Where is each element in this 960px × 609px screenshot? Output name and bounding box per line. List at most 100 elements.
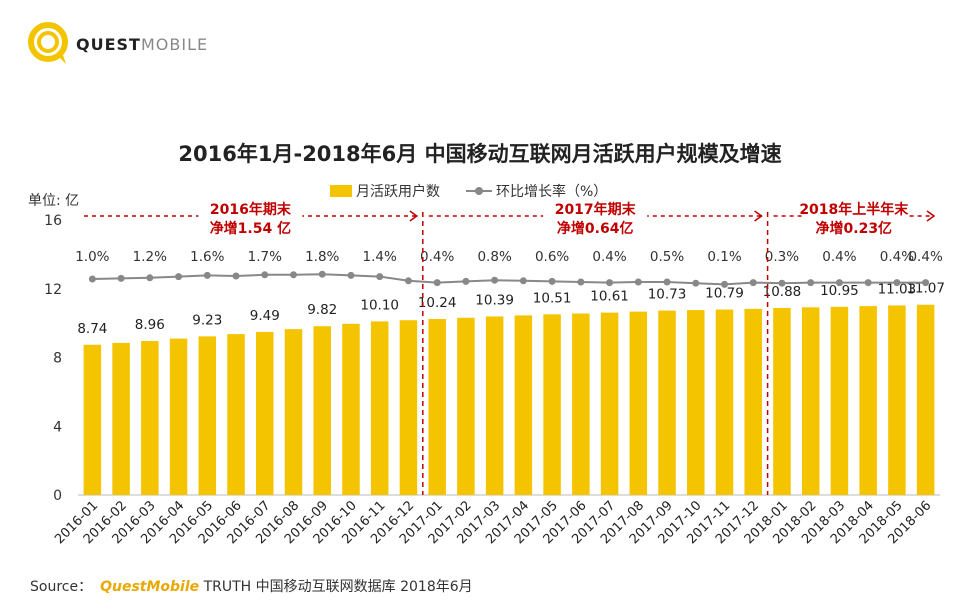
growth-rate-point [864, 279, 872, 287]
chart-legend: 月活跃用户数 环比增长率（%） [330, 181, 607, 201]
growth-rate-label: 1.2% [133, 249, 167, 265]
growth-rate-point [778, 279, 786, 287]
growth-rate-point [835, 279, 843, 287]
arrow-head-icon [926, 210, 936, 222]
growth-rate-label: 1.0% [75, 249, 109, 265]
source-rest: TRUTH 中国移动互联网数据库 2018年6月 [199, 579, 473, 595]
bar-value-label: 10.24 [418, 295, 457, 311]
growth-rate-point [749, 279, 757, 287]
bar [600, 312, 619, 495]
bar-value-label: 10.88 [763, 284, 802, 300]
bar-value-label: 10.10 [360, 297, 399, 313]
bar [744, 308, 762, 495]
bar-value-label: 10.73 [648, 287, 687, 303]
growth-rate-label: 0.4% [822, 249, 856, 265]
bar-value-label: 8.96 [135, 317, 165, 333]
legend-bar-label: 月活跃用户数 [356, 184, 440, 200]
annotation-background [801, 199, 906, 237]
bar [284, 329, 303, 495]
bar [514, 315, 533, 495]
growth-rate-point [175, 273, 183, 281]
brand-logo [26, 20, 236, 70]
bar [457, 317, 475, 495]
bar-value-label: 10.79 [705, 286, 744, 302]
growth-rate-point [347, 271, 355, 279]
growth-rate-point [261, 271, 269, 279]
bar [801, 307, 820, 495]
growth-rate-label: 1.8% [305, 249, 339, 265]
logo-light: MOBILE [140, 35, 209, 54]
growth-rate-point [634, 278, 642, 286]
legend-line-swatch [466, 187, 492, 195]
growth-rate-point [146, 274, 154, 282]
bar [399, 320, 418, 495]
questmobile-logo-icon [28, 22, 68, 64]
annotation-title: 2016年期末 [210, 201, 292, 218]
annotation-net-increase: 净增0.23亿 [816, 220, 893, 237]
bar [256, 331, 274, 495]
bar-value-label: 11.03 [878, 281, 917, 297]
bar [313, 326, 331, 495]
annotation-net-increase: 净增0.64亿 [557, 220, 634, 237]
bar [916, 304, 935, 495]
annotation-background [543, 199, 648, 237]
growth-rate-point [577, 278, 585, 286]
growth-rate-label: 0.4% [908, 249, 942, 265]
growth-rate-label: 0.8% [477, 249, 511, 265]
growth-rate-point [376, 273, 384, 281]
bar [370, 321, 389, 495]
growth-rate-label: 0.3% [765, 249, 799, 265]
y-tick-label: 4 [53, 419, 62, 435]
growth-rate-point [117, 274, 125, 282]
bar-value-label: 10.61 [590, 289, 629, 305]
bar-value-label: 9.82 [307, 302, 337, 318]
arrow-head-icon [409, 210, 419, 222]
growth-rate-label: 0.4% [880, 249, 914, 265]
bar [428, 319, 446, 495]
logo-wordmark: QUESTMOBILE [76, 35, 208, 54]
chart-title: 2016年1月-2018年6月 中国移动互联网月活跃用户规模及增速 [178, 142, 782, 166]
growth-rate-point [290, 271, 297, 279]
growth-rate-label: 0.5% [650, 249, 684, 265]
growth-rate-point [922, 279, 930, 287]
growth-rate-point [404, 277, 412, 285]
bar [715, 309, 734, 495]
annotation-title: 2017年期末 [555, 201, 637, 218]
bar [198, 336, 217, 495]
growth-rate-line [92, 273, 926, 286]
bar [859, 306, 877, 495]
bar-value-label: 8.74 [77, 321, 107, 337]
annotation-title: 2018年上半年末 [799, 201, 909, 218]
y-tick-label: 16 [44, 213, 62, 229]
bar [227, 334, 245, 495]
y-axis-unit: 单位: 亿 [28, 193, 80, 209]
growth-rate-point [606, 279, 614, 287]
annotation-background [198, 199, 303, 237]
growth-rate-label: 0.6% [535, 249, 569, 265]
growth-rate-point [663, 278, 671, 286]
growth-rate-point [721, 280, 728, 288]
growth-rate-label: 1.6% [190, 249, 224, 265]
bar-value-label: 11.07 [906, 281, 945, 297]
y-tick-label: 8 [53, 351, 62, 367]
bar [572, 313, 590, 495]
y-tick-label: 0 [53, 488, 62, 504]
legend-bar-swatch [330, 185, 352, 197]
bar-value-label: 10.95 [820, 283, 859, 299]
growth-rate-label: 0.4% [592, 249, 626, 265]
growth-rate-point [548, 277, 556, 285]
bar-value-label: 9.23 [192, 312, 222, 328]
logo-bold: QUEST [76, 35, 141, 54]
growth-rate-point [462, 277, 470, 285]
bar-value-label: 10.39 [475, 292, 514, 308]
growth-rate-label: 1.7% [248, 249, 282, 265]
source-brand: QuestMobile [100, 579, 200, 595]
growth-rate-point [807, 279, 815, 287]
bar [543, 314, 561, 495]
source-note: Source： QuestMobile TRUTH 中国移动互联网数据库 2018… [30, 576, 473, 596]
y-tick-label: 12 [44, 282, 62, 298]
bar [830, 306, 849, 495]
growth-rate-label: 1.4% [363, 249, 397, 265]
growth-rate-point [491, 276, 499, 284]
